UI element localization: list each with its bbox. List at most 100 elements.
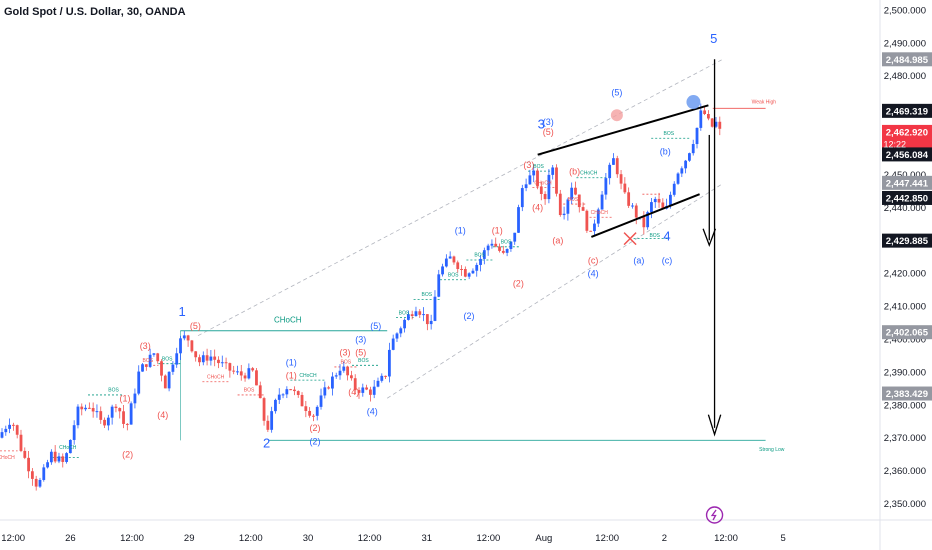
candle-body: [106, 417, 110, 426]
candle-body: [357, 390, 361, 393]
candle-body: [8, 424, 11, 429]
candle-body: [30, 471, 34, 479]
candle-body: [27, 457, 30, 472]
candle-body: [87, 407, 91, 409]
candle-body: [152, 353, 156, 355]
channel-upper-line: [197, 59, 722, 337]
wave-label: (4): [367, 407, 378, 417]
wave-label: (a): [633, 255, 644, 265]
candle-body: [612, 158, 615, 165]
candle-body: [581, 207, 585, 211]
candle-body: [353, 378, 357, 391]
x-tick-label: 12:00: [714, 533, 738, 544]
candle-body: [361, 387, 365, 393]
trend-channel: [197, 59, 722, 399]
candle-body: [160, 361, 163, 376]
structure-annotation: BOS: [501, 240, 512, 246]
target-arrow-head: [707, 414, 722, 437]
candle-body: [95, 411, 99, 413]
price-badge-label: 2,402.065: [886, 328, 929, 339]
wave-label: (5): [543, 127, 554, 137]
structure-annotation: CHoCH: [59, 445, 77, 451]
candle-body: [403, 319, 406, 329]
candle-body: [577, 194, 581, 208]
candle-body: [452, 256, 456, 263]
candle-body: [156, 353, 160, 362]
price-badge-label: 2,462.920: [886, 127, 928, 138]
candle-body: [699, 110, 703, 128]
wave-label: (1): [286, 370, 297, 380]
candle-body: [448, 256, 452, 259]
candle-body: [175, 353, 179, 365]
candle-body: [646, 212, 650, 228]
candle-body: [524, 184, 528, 189]
candle-body: [129, 403, 133, 425]
structure-annotation: BOS: [399, 310, 410, 316]
candle-body: [372, 386, 376, 395]
candle-body: [688, 153, 691, 161]
candle-body: [441, 266, 444, 275]
candle-body: [501, 250, 505, 253]
x-tick-label: 5: [781, 533, 786, 544]
wave-label: (1): [119, 394, 130, 404]
y-tick-label: 2,500.000: [884, 5, 926, 16]
price-badge: [882, 103, 932, 118]
candle-body: [528, 175, 532, 185]
wave-label: (2): [310, 423, 321, 433]
price-badge: [882, 124, 932, 151]
candle-body: [467, 273, 471, 277]
y-tick-label: 2,420.000: [884, 269, 926, 280]
candle-body: [604, 178, 608, 195]
candle-body: [475, 264, 479, 271]
candle-body: [46, 462, 49, 468]
price-badge-label: 2,469.319: [886, 106, 928, 117]
candle-body: [596, 209, 600, 224]
candle-body: [558, 193, 562, 216]
price-badge-label: 2,383.429: [886, 389, 928, 400]
wave-label: (2): [513, 278, 524, 288]
candle-body: [182, 335, 186, 339]
candle-body: [315, 406, 319, 416]
candle-body: [543, 193, 547, 200]
candle-body: [505, 249, 509, 253]
wave-label: (3): [523, 160, 534, 170]
wave-label: (4): [532, 203, 543, 213]
x-axis[interactable]: 12:00 26 12:00 29 12:00 30 12:00 31 12:00 Aug 12:0…: [1, 533, 786, 544]
price-badge: [882, 233, 932, 248]
structure-annotation: BOS: [649, 233, 660, 239]
candle-body: [555, 167, 558, 194]
candle-body: [319, 395, 323, 407]
wave-label: (3): [339, 347, 350, 357]
candle-body: [653, 198, 657, 203]
candle-body: [399, 328, 403, 334]
candle-body: [262, 398, 266, 421]
wave-label: (4): [348, 387, 359, 397]
candle-body: [232, 370, 236, 372]
candle-body: [110, 406, 114, 418]
candle-body: [631, 205, 634, 207]
wave-label: (2): [122, 449, 133, 459]
candle-body: [429, 320, 433, 325]
y-axis[interactable]: 2,350.000 2,360.000 2,370.000 2,380.000 2,39…: [882, 5, 932, 510]
candle-body: [277, 394, 281, 400]
candle-body: [623, 183, 627, 193]
candle-body: [251, 368, 255, 371]
x-tick-label: 29: [184, 533, 195, 544]
candle-body: [486, 245, 490, 251]
candle-body: [608, 164, 612, 179]
candle-body: [270, 411, 274, 430]
candle-body: [137, 371, 141, 394]
candle-body: [410, 314, 414, 317]
wave-label: (3): [543, 117, 554, 127]
x-tick-label: 30: [303, 533, 314, 544]
candle-body: [15, 425, 19, 435]
candle-body: [323, 387, 327, 396]
candle-body: [289, 389, 293, 391]
candle-body: [293, 389, 296, 392]
candle-body: [509, 241, 513, 250]
candle-body: [114, 406, 118, 409]
candle-body: [718, 121, 722, 129]
x-tick-label: 12:00: [477, 533, 501, 544]
candle-body: [661, 202, 665, 209]
